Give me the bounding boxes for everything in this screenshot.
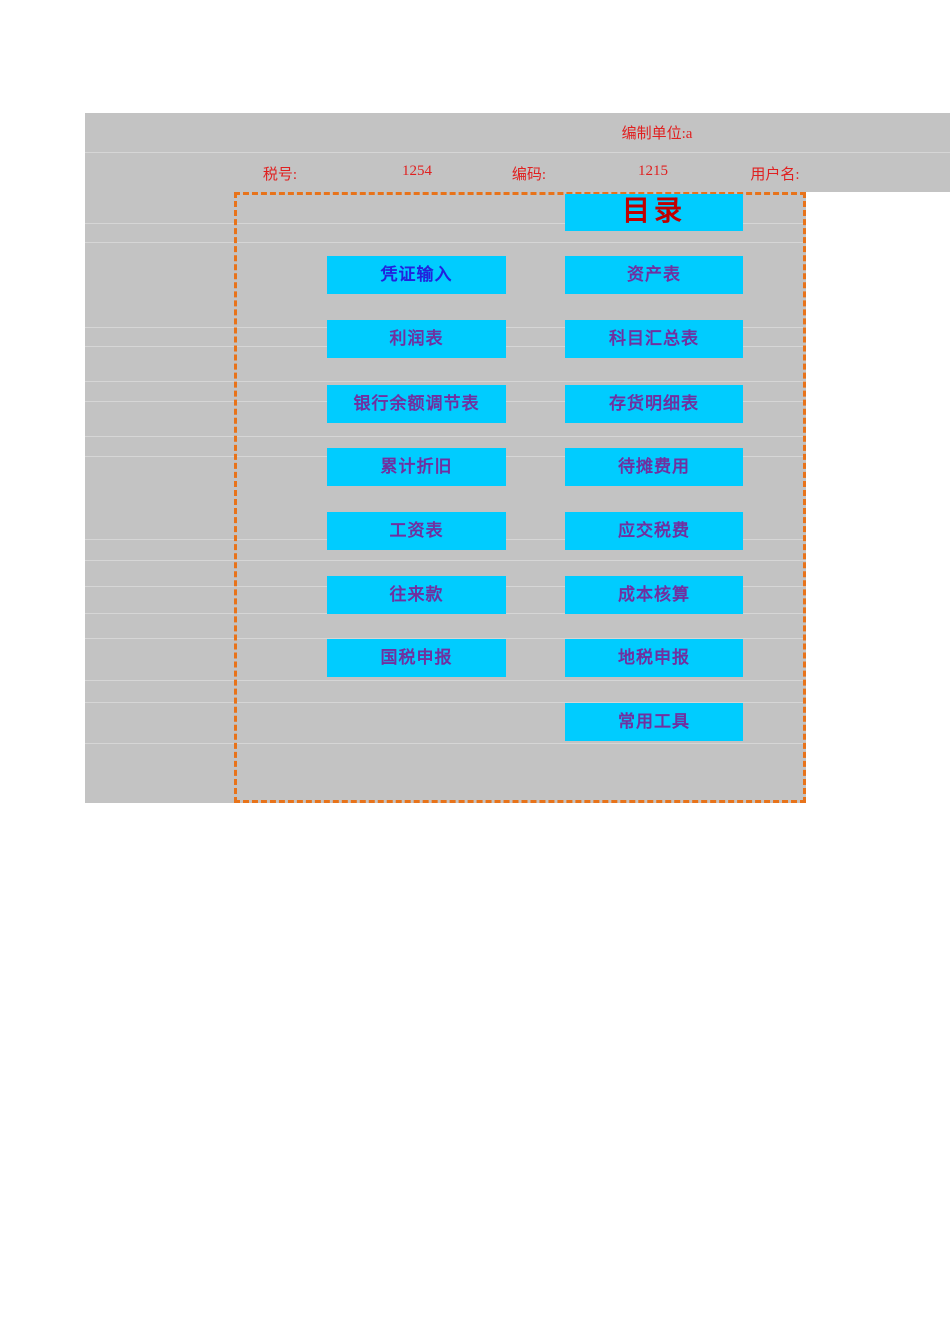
menu-button-voucher-entry[interactable]: 凭证输入 [327, 256, 506, 294]
menu-button-prepaid-expenses[interactable]: 待摊费用 [565, 448, 743, 486]
grid-line [85, 242, 806, 243]
grid-line [85, 381, 806, 382]
menu-button-account-summary[interactable]: 科目汇总表 [565, 320, 743, 358]
menu-button-bank-reconciliation[interactable]: 银行余额调节表 [327, 385, 506, 423]
grid-line [85, 638, 806, 639]
compiling-unit-label: 编制单位:a [621, 126, 693, 142]
menu-button-receivables-payables[interactable]: 往来款 [327, 576, 506, 614]
code-label: 编码: [511, 167, 547, 183]
grid-line [85, 436, 806, 437]
tax-no-value: 1254 [402, 163, 432, 179]
grid-line [85, 152, 950, 153]
tax-no-label: 税号: [262, 167, 298, 183]
grid-line [85, 702, 806, 703]
menu-button-accumulated-depreciation[interactable]: 累计折旧 [327, 448, 506, 486]
menu-button-assets-statement[interactable]: 资产表 [565, 256, 743, 294]
menu-button-local-tax-filing[interactable]: 地税申报 [565, 639, 743, 677]
menu-button-profit-statement[interactable]: 利润表 [327, 320, 506, 358]
grid-line [85, 560, 806, 561]
menu-button-payroll[interactable]: 工资表 [327, 512, 506, 550]
menu-title: 目录 [565, 194, 743, 231]
grid-line [85, 680, 806, 681]
menu-button-cost-accounting[interactable]: 成本核算 [565, 576, 743, 614]
grid-line [85, 223, 806, 224]
menu-button-common-tools[interactable]: 常用工具 [565, 703, 743, 741]
menu-button-inventory-detail[interactable]: 存货明细表 [565, 385, 743, 423]
menu-button-taxes-payable[interactable]: 应交税费 [565, 512, 743, 550]
user-name-label: 用户名: [750, 167, 800, 183]
header-band: 编制单位:a 税号: 1254 编码: 1215 用户名: [85, 113, 950, 192]
grid-line [85, 743, 806, 744]
menu-button-national-tax-filing[interactable]: 国税申报 [327, 639, 506, 677]
code-value: 1215 [638, 163, 668, 179]
